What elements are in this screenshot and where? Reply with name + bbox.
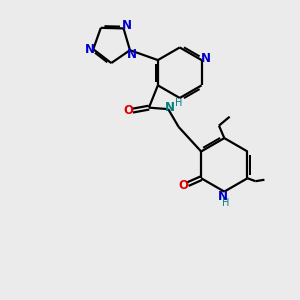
Text: N: N [165,101,175,114]
Text: N: N [127,48,136,61]
Text: O: O [123,104,133,117]
Text: N: N [201,52,211,65]
Text: N: N [218,190,228,202]
Text: N: N [85,43,95,56]
Text: H: H [175,98,182,108]
Text: N: N [122,19,131,32]
Text: O: O [178,179,188,192]
Text: H: H [222,198,230,208]
